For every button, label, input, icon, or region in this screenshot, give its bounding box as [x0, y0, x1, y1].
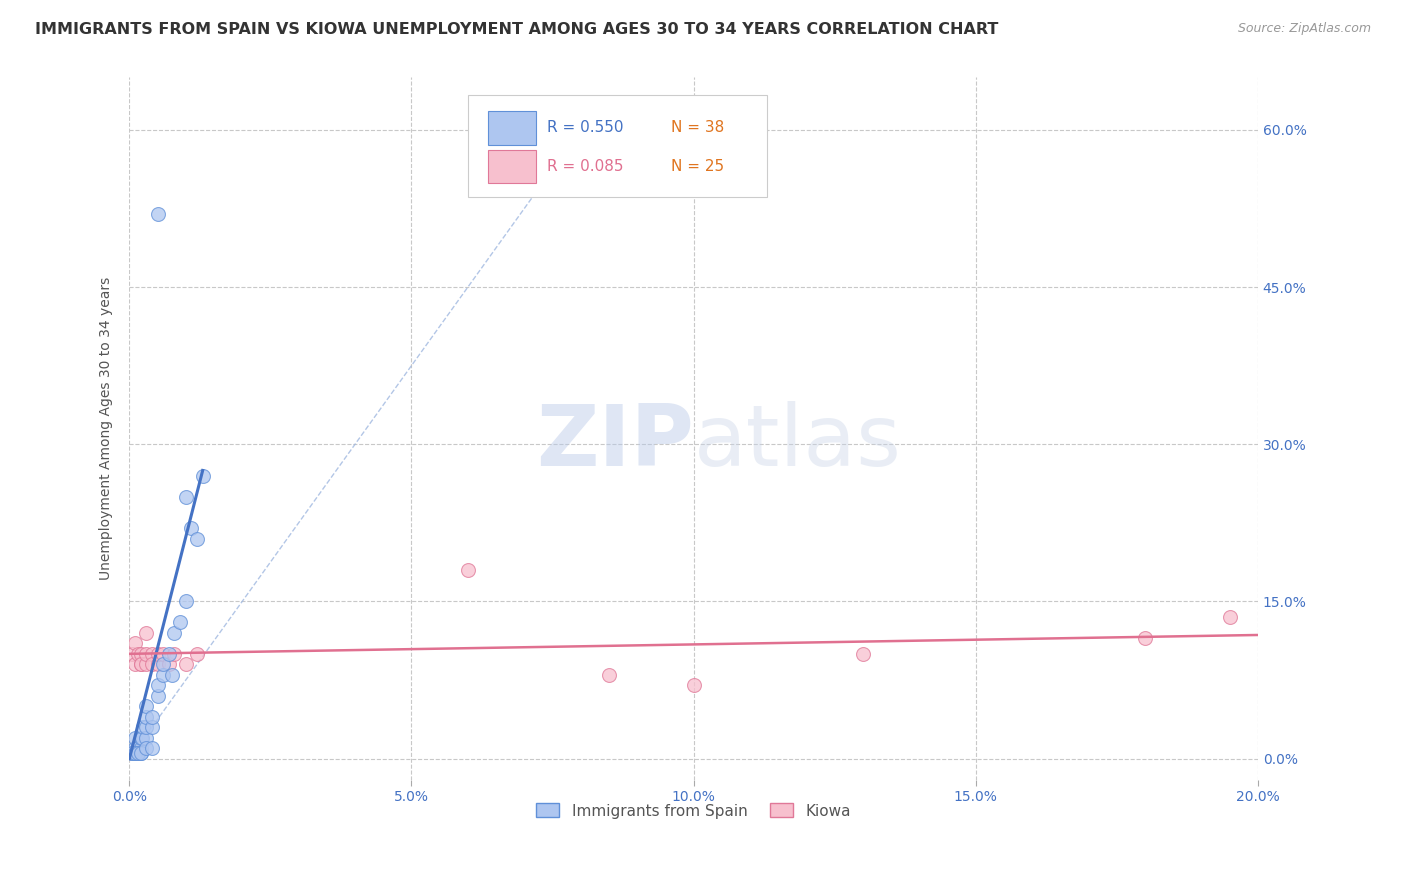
Point [174, 657, 197, 672]
Point [135, 741, 157, 756]
Point [132, 720, 155, 734]
Point [141, 720, 163, 734]
Text: N = 25: N = 25 [671, 159, 724, 174]
Point [121, 647, 143, 661]
Point [152, 647, 174, 661]
Point [135, 657, 157, 672]
Point [141, 710, 163, 724]
Point [174, 490, 197, 504]
Point [129, 657, 152, 672]
Point [163, 647, 186, 661]
FancyBboxPatch shape [488, 150, 536, 184]
Point [124, 731, 146, 745]
Point [135, 626, 157, 640]
Point [1133, 631, 1156, 645]
Point [135, 710, 157, 724]
Legend: Immigrants from Spain, Kiowa: Immigrants from Spain, Kiowa [530, 797, 856, 824]
Point [1219, 610, 1241, 624]
Point [191, 468, 214, 483]
Point [152, 657, 174, 672]
Point [682, 678, 704, 692]
Point [457, 563, 479, 577]
Point [127, 647, 149, 661]
Point [169, 615, 191, 630]
Point [146, 689, 169, 703]
Point [141, 741, 163, 756]
Point [129, 731, 152, 745]
Point [131, 731, 153, 745]
Point [127, 741, 149, 756]
Text: atlas: atlas [693, 401, 901, 484]
Point [152, 668, 174, 682]
FancyBboxPatch shape [488, 112, 536, 145]
Point [124, 657, 146, 672]
Point [146, 647, 169, 661]
Point [160, 668, 183, 682]
Point [180, 521, 202, 535]
Point [129, 657, 152, 672]
Point [186, 647, 208, 661]
Point [174, 594, 197, 608]
Point [129, 747, 152, 761]
Point [129, 647, 152, 661]
Point [141, 657, 163, 672]
Point [135, 731, 157, 745]
Point [122, 747, 145, 761]
Text: Source: ZipAtlas.com: Source: ZipAtlas.com [1237, 22, 1371, 36]
Point [852, 647, 875, 661]
Point [163, 626, 186, 640]
Point [121, 747, 143, 761]
Point [128, 747, 150, 761]
Point [186, 532, 208, 546]
Point [121, 747, 143, 761]
Point [141, 647, 163, 661]
FancyBboxPatch shape [468, 95, 768, 197]
Y-axis label: Unemployment Among Ages 30 to 34 years: Unemployment Among Ages 30 to 34 years [100, 277, 114, 580]
Point [125, 747, 148, 761]
Point [129, 747, 152, 761]
Point [157, 657, 180, 672]
Point [598, 668, 620, 682]
Point [124, 747, 146, 761]
Text: ZIP: ZIP [536, 401, 693, 484]
Point [146, 678, 169, 692]
Point [146, 207, 169, 221]
Point [135, 699, 157, 714]
Point [135, 647, 157, 661]
Point [146, 657, 169, 672]
Point [127, 747, 149, 761]
Point [124, 741, 146, 756]
Text: R = 0.085: R = 0.085 [547, 159, 623, 174]
Point [124, 636, 146, 650]
Text: IMMIGRANTS FROM SPAIN VS KIOWA UNEMPLOYMENT AMONG AGES 30 TO 34 YEARS CORRELATIO: IMMIGRANTS FROM SPAIN VS KIOWA UNEMPLOYM… [35, 22, 998, 37]
Point [129, 741, 152, 756]
Text: N = 38: N = 38 [671, 120, 724, 136]
Point [135, 720, 157, 734]
Text: R = 0.550: R = 0.550 [547, 120, 623, 136]
Point [157, 647, 180, 661]
